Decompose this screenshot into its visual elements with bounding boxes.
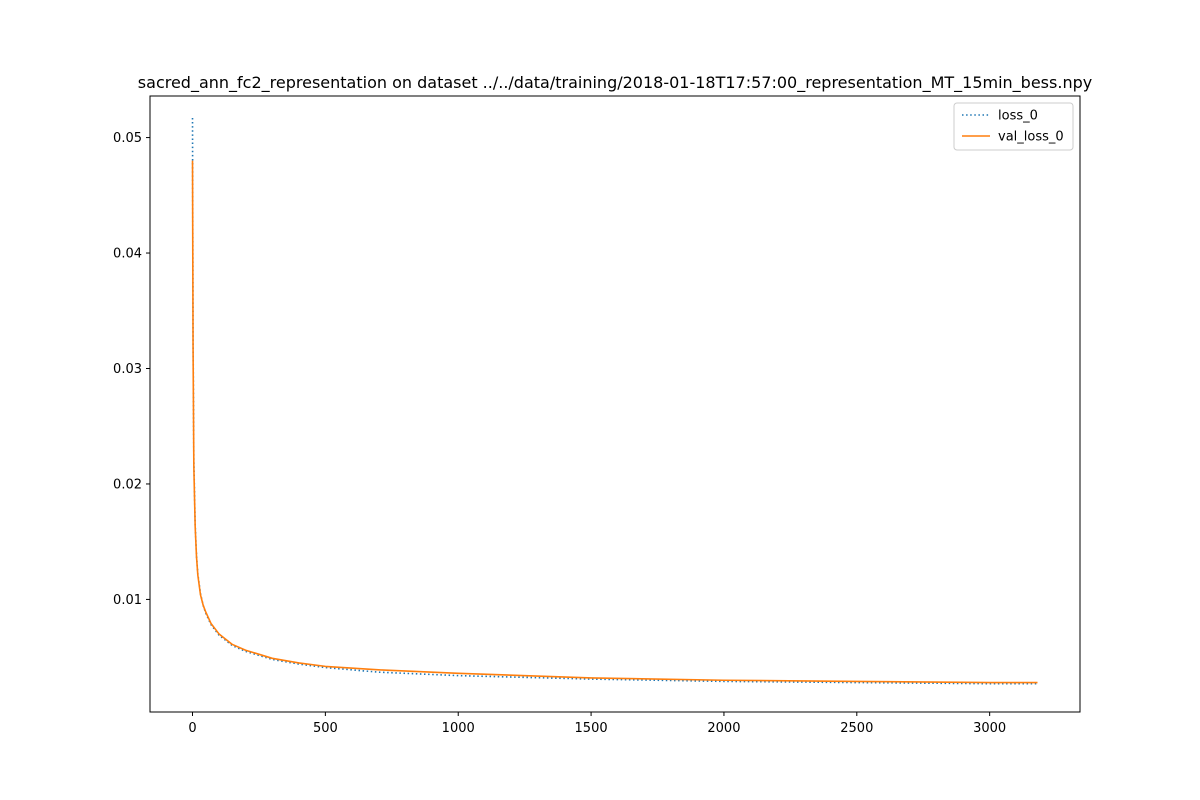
y-tick-label: 0.03: [113, 362, 142, 377]
x-tick-label: 3000: [973, 721, 1006, 736]
y-tick-label: 0.05: [113, 131, 142, 146]
x-axis: 0 500 1000 1500 2000 2500 3000: [188, 712, 1006, 736]
y-tick-label: 0.02: [113, 477, 142, 492]
x-tick-label: 2500: [840, 721, 873, 736]
y-axis: 0.01 0.02 0.03 0.04 0.05: [113, 131, 150, 608]
x-tick-label: 1000: [442, 721, 475, 736]
y-tick-label: 0.04: [113, 247, 142, 262]
legend-label-loss-0: loss_0: [998, 109, 1038, 124]
legend-label-val-loss-0: val_loss_0: [998, 130, 1064, 145]
legend: loss_0 val_loss_0: [953, 102, 1074, 151]
chart-title: sacred_ann_fc2_representation on dataset…: [138, 73, 1092, 93]
x-tick-label: 0: [188, 721, 196, 736]
y-tick-label: 0.01: [113, 593, 142, 608]
x-tick-label: 2000: [707, 721, 740, 736]
axes-frame: [149, 95, 1081, 713]
plot-area: [191, 117, 1038, 685]
series-line-val-loss-0: [191, 160, 1038, 684]
x-tick-label: 500: [313, 721, 338, 736]
x-tick-label: 1500: [575, 721, 608, 736]
